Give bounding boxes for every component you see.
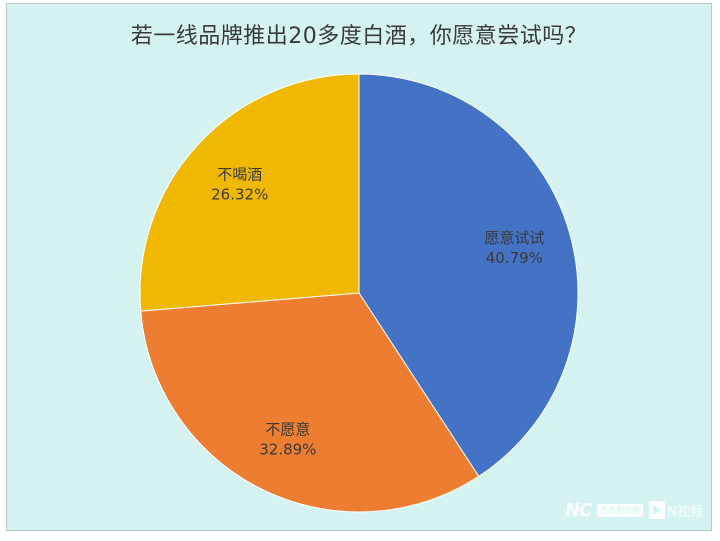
pie-chart: 愿意试试 40.79% 不愿意 32.89% 不喝酒 26.32% [139, 73, 579, 513]
watermark-video-text: N视频 [667, 504, 703, 520]
watermark-video: N视频 [649, 501, 703, 520]
slice-label-name-willing: 愿意试试 [484, 229, 544, 247]
pie-slice-unwilling [140, 292, 480, 513]
chart-title: 若一线品牌推出20多度白酒，你愿意尝试吗？ [130, 24, 588, 49]
pie-slice-non-drinker [139, 73, 360, 312]
watermark-brand-box: 南方都市报 [597, 503, 644, 517]
pie-slice-willing [358, 73, 579, 478]
slice-label-name-unwilling: 不愿意 [265, 421, 310, 439]
slice-label-value-willing: 40.79% [486, 249, 543, 267]
watermark-nc-logo: NC [564, 499, 592, 521]
slice-label-name-non-drinker: 不喝酒 [217, 165, 262, 183]
chart-frame: 若一线品牌推出20多度白酒，你愿意尝试吗？ 愿意试试 40.79% 不愿意 32.89… [6, 3, 712, 531]
play-icon [649, 501, 666, 519]
watermark: NC 南方都市报 N视频 [565, 498, 703, 522]
slice-label-value-non-drinker: 26.32% [211, 185, 268, 203]
slice-label-value-unwilling: 32.89% [259, 441, 316, 459]
